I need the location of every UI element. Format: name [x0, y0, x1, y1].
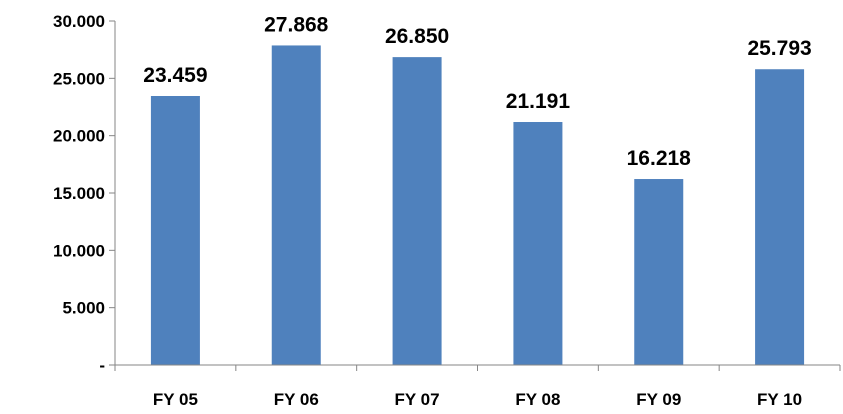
x-axis-ticks: FY 05 FY 06 FY 07 FY 08 FY 09 FY 10: [114, 365, 841, 409]
x-tick-label: FY 10: [757, 390, 802, 409]
bar: [513, 122, 563, 366]
bar: [392, 57, 442, 366]
data-label: 16.218: [627, 147, 692, 170]
x-tick-label: FY 08: [515, 390, 560, 409]
bar: [634, 179, 684, 365]
x-tick-label: FY 06: [274, 390, 319, 409]
bars: [150, 45, 805, 366]
y-tick-label: -: [99, 356, 105, 375]
y-axis-ticks: - 5.000 10.000 15.000 20.000 25.000 30.000: [53, 12, 115, 375]
x-tick-label: FY 07: [395, 390, 440, 409]
bar: [150, 96, 200, 365]
data-label: 25.793: [747, 37, 811, 60]
y-tick-label: 15.000: [53, 184, 105, 203]
y-tick-label: 10.000: [53, 241, 105, 260]
data-label: 23.459: [143, 64, 207, 87]
axes: [114, 21, 840, 366]
data-label: 21.191: [506, 90, 571, 113]
x-tick-label: FY 09: [636, 390, 681, 409]
y-tick-label: 20.000: [53, 127, 105, 146]
y-tick-label: 25.000: [53, 69, 105, 88]
y-tick-label: 5.000: [62, 299, 105, 318]
y-tick-label: 30.000: [53, 12, 105, 31]
x-tick-label: FY 05: [153, 390, 198, 409]
bar: [271, 45, 321, 366]
bar: [755, 69, 805, 365]
data-labels: 23.459 27.868 26.850 21.191 16.218 25.793: [143, 13, 811, 170]
data-label: 26.850: [385, 25, 449, 48]
data-label: 27.868: [264, 13, 329, 36]
